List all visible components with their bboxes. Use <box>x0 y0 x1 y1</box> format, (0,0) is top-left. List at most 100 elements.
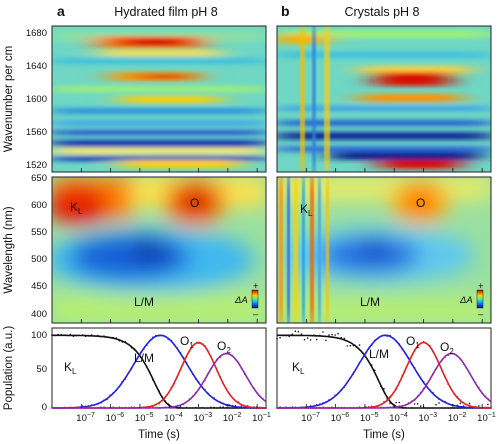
x-tick-label: 10−4 <box>389 412 408 424</box>
pop-curve-o2 <box>52 352 267 409</box>
pop-point-kL <box>468 402 471 405</box>
ir-y-tick-1560: 1560 <box>26 127 47 138</box>
pop-point-kL <box>340 336 343 339</box>
pop-point-kL <box>478 405 480 407</box>
pop-kl-letter-c: K <box>292 360 300 374</box>
vis-y-axis-label: Wavelength (nm) <box>3 206 15 293</box>
pop-label-o2-crystal: O2 <box>440 340 454 356</box>
colorbar-plus-crystal: + <box>478 281 484 292</box>
x-tick-label: 10−7 <box>76 412 95 424</box>
vis-label-kl-crystal: KL <box>300 202 313 218</box>
pop-o1-letter: O <box>180 334 189 348</box>
pop-label-o2-film: O2 <box>217 339 231 355</box>
vis-y-tick-600: 600 <box>31 200 47 211</box>
vis-heatmap-crystal <box>277 177 491 323</box>
pop-point-kL <box>438 402 440 404</box>
kl-letter-crystal: K <box>300 202 308 216</box>
pop-point-kL <box>349 344 352 347</box>
pop-y-tick-50: 50 <box>36 364 47 375</box>
panel-letter-a: a <box>57 3 65 19</box>
time-x-axis: 10−7 10−6 10−5 10−4 10−3 10−2 10−1 10−7 10−6 10−5… <box>76 168 496 424</box>
x-tick-label: 10−1 <box>477 412 496 424</box>
pop-y-tick-0: 0 <box>42 402 47 413</box>
pop-point-kL <box>306 337 309 339</box>
kl-sub-crystal: L <box>308 209 313 218</box>
pop-kl-sub-c: L <box>300 367 305 376</box>
colorbar-minus: – <box>253 309 259 320</box>
vis-y-axis: 650 600 550 500 450 400 Wavelength (nm) <box>3 173 47 320</box>
colorbar-minus-crystal: – <box>478 309 484 320</box>
pop-o1-sub: 1 <box>189 341 194 350</box>
pop-label-kl-film: KL <box>64 360 77 376</box>
vis-label-lm-film: L/M <box>134 295 154 309</box>
pop-point-kL <box>398 401 401 404</box>
vis-label-o-crystal: O <box>416 196 425 210</box>
vis-frame-film <box>51 176 267 324</box>
pop-curve-o2 <box>277 352 492 409</box>
ir-y-axis: 1680 1640 1600 1560 1520 Wavenumber per … <box>3 28 47 171</box>
pop-point-kL <box>343 337 346 340</box>
pop-point-kL <box>419 405 422 407</box>
pop-kl-letter: K <box>64 360 72 374</box>
pop-point-kL <box>325 339 327 342</box>
pop-point-kL <box>416 403 419 405</box>
pop-kl-sub: L <box>72 367 77 376</box>
x-tick-label: 10−5 <box>360 412 379 424</box>
pop-y-tick-100: 100 <box>31 330 47 341</box>
x-tick-label: 10−4 <box>164 412 183 424</box>
pop-point-kL <box>315 338 318 341</box>
colorbar-film: ΔA + – <box>234 281 259 320</box>
pop-point-kL <box>297 331 300 333</box>
pop-point-kL <box>322 331 324 333</box>
vis-y-tick-450: 450 <box>31 281 47 292</box>
colorbar-plus: + <box>253 281 259 292</box>
kl-sub: L <box>78 207 83 216</box>
panel-title-crystal: Crystals pH 8 <box>344 5 419 19</box>
pop-o2-letter: O <box>217 339 226 353</box>
pop-o2-letter-c: O <box>440 340 449 354</box>
vis-y-tick-650: 650 <box>31 173 47 184</box>
vis-label-lm-crystal: L/M <box>360 295 380 309</box>
pop-point-kL <box>413 403 416 405</box>
pop-point-kL <box>346 345 349 347</box>
pop-point-kL <box>276 337 278 340</box>
pop-y-axis-label: Population (a.u.) <box>3 326 15 411</box>
x-axis-label-film: Time (s) <box>138 429 180 441</box>
pop-curve-kL <box>52 334 266 409</box>
vis-label-kl-film: KL <box>70 200 83 216</box>
pop-curve-lm <box>52 334 266 409</box>
pop-label-o1-crystal: O1 <box>406 334 420 350</box>
vis-heatmap-film <box>52 177 266 323</box>
pop-o2-sub-c: 2 <box>449 347 454 356</box>
pop-point-kL <box>395 401 398 404</box>
vis-y-tick-550: 550 <box>31 227 47 238</box>
pop-point-kL <box>294 330 297 333</box>
pop-frame-film <box>51 327 267 409</box>
ir-y-axis-label: Wavenumber per cm <box>3 46 15 152</box>
pop-o2-sub: 2 <box>226 346 231 355</box>
vis-y-tick-400: 400 <box>31 309 47 320</box>
pop-point-kL <box>303 338 306 341</box>
ir-y-tick-1640: 1640 <box>26 61 47 72</box>
colorbar-crystal: ΔA + – <box>459 281 484 320</box>
vis-y-tick-500: 500 <box>31 254 47 265</box>
pop-point-kL <box>328 334 330 336</box>
x-tick-label: 10−6 <box>331 412 350 424</box>
panel-title-film: Hydrated film pH 8 <box>114 5 218 19</box>
pop-point-kL <box>309 339 312 341</box>
x-tick-label: 10−7 <box>301 412 320 424</box>
pop-point-kL <box>279 336 281 339</box>
pop-o1-letter-c: O <box>406 334 415 348</box>
pop-point-kL <box>435 403 437 406</box>
pop-point-kL <box>487 403 489 406</box>
pop-label-o1-film: O1 <box>180 334 194 350</box>
ir-heatmap-film <box>52 26 266 172</box>
population-plot-crystal <box>276 330 492 409</box>
x-tick-label: 10−2 <box>223 412 242 424</box>
x-tick-label: 10−1 <box>252 412 271 424</box>
ir-y-tick-1600: 1600 <box>26 94 47 105</box>
pop-point-kL <box>334 334 336 336</box>
colorbar-label-crystal: ΔA <box>459 295 473 306</box>
pop-label-kl-crystal: KL <box>292 360 305 376</box>
